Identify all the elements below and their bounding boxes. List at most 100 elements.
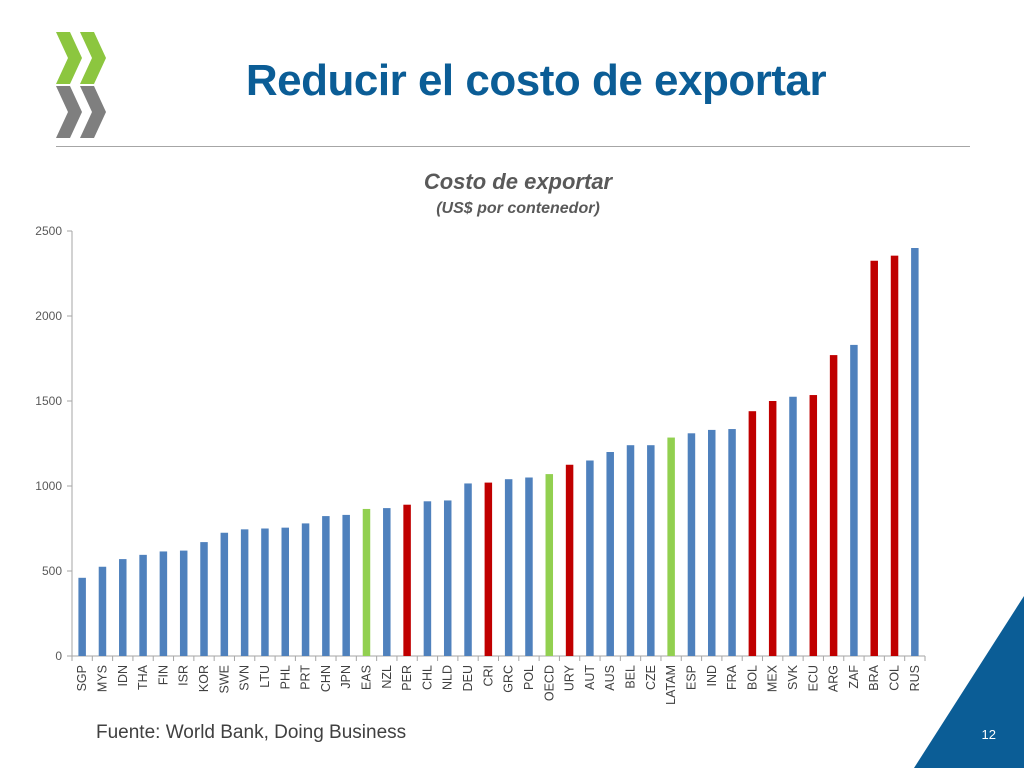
slide-title: Reducir el costo de exportar (245, 56, 827, 105)
x-tick-label: AUT (583, 665, 597, 690)
bar-bel (626, 445, 635, 656)
x-tick-label: BRA (867, 664, 881, 690)
logo-green-chevron-right (80, 32, 106, 84)
x-tick-label: MEX (766, 664, 780, 692)
bar-bol (748, 411, 757, 656)
bar-nld (443, 500, 452, 656)
bar-zaf (850, 344, 858, 656)
bar-ecu (809, 395, 818, 656)
bar-kor (200, 542, 208, 656)
x-tick-label: ESP (684, 665, 698, 690)
x-tick-label: BEL (624, 665, 638, 689)
y-tick-label: 2500 (35, 224, 62, 238)
x-tick-label: ISR (177, 665, 191, 686)
bar-tha (139, 554, 147, 656)
x-tick-label: CHN (319, 665, 333, 692)
x-tick-label: RUS (908, 665, 922, 691)
bar-ind (708, 429, 716, 656)
x-tick-label: LATAM (664, 665, 678, 705)
title-divider (56, 146, 970, 147)
chart-title: Costo de exportar (424, 169, 614, 194)
bar-svn (240, 529, 249, 656)
x-tick-label: GRC (502, 665, 516, 693)
bar-rus (911, 248, 919, 656)
bar-idn (119, 559, 127, 656)
x-tick-label: AUS (603, 665, 617, 691)
x-tick-label: NZL (380, 665, 394, 689)
bar-aut (586, 460, 594, 656)
x-tick-label: PRT (299, 665, 313, 690)
x-tick-label: COL (888, 665, 902, 691)
y-tick-label: 2000 (35, 309, 62, 323)
x-tick-label: CHL (420, 665, 434, 690)
x-tick-label: PER (400, 665, 414, 691)
bar-mys (98, 566, 107, 656)
bar-chart: Costo de exportar (US$ por contenedor) 0… (35, 169, 926, 705)
bar-prt (301, 523, 310, 656)
y-tick-label: 1500 (35, 394, 62, 408)
bar-ltu (261, 528, 269, 656)
x-tick-label: MYS (95, 665, 109, 692)
y-tick-label: 1000 (35, 479, 62, 493)
y-tick-label: 0 (55, 649, 62, 663)
x-tick-label: ZAF (847, 665, 861, 689)
x-tick-label: URY (563, 664, 577, 691)
bar-esp (687, 433, 696, 656)
x-tick-label: SGP (75, 665, 89, 691)
x-tick-label: CRI (481, 665, 495, 687)
x-tick-label: DEU (461, 665, 475, 691)
x-tick-label: POL (522, 665, 536, 690)
bar-swe (220, 532, 229, 656)
bar-latam (667, 437, 675, 656)
x-tick-label: IDN (116, 665, 130, 687)
x-tick-label: FRA (725, 664, 739, 690)
chart-axes: 0 500 1000 1500 2000 2500 (35, 224, 926, 663)
page-number: 12 (981, 727, 996, 742)
source-note: Fuente: World Bank, Doing Business (96, 722, 407, 743)
corner-blue-triangle (914, 596, 1024, 768)
x-tick-label: NLD (441, 665, 455, 690)
logo-gray-chevron-left (56, 86, 82, 138)
bar-deu (464, 483, 472, 656)
x-tick-label: ARG (827, 665, 841, 692)
bar-cri (484, 482, 493, 656)
bar-pol (525, 477, 533, 656)
x-tick-label: KOR (197, 665, 211, 692)
x-tick-label: EAS (359, 665, 373, 690)
bar-jpn (342, 514, 350, 656)
x-tick-label: JPN (339, 665, 353, 689)
bar-chl (423, 501, 432, 656)
x-tick-label: PHL (278, 665, 292, 689)
chart-subtitle: (US$ por contenedor) (436, 200, 600, 217)
x-tick-label: IND (705, 665, 719, 687)
bar-chn (322, 516, 330, 656)
chart-bars (78, 248, 919, 656)
bar-col (890, 255, 899, 656)
x-tick-label: THA (136, 664, 150, 690)
x-tick-label: LTU (258, 665, 272, 688)
bar-bra (870, 260, 878, 656)
bar-grc (504, 479, 513, 656)
x-tick-label: BOL (745, 665, 759, 690)
bar-fra (728, 429, 736, 656)
logo-green-chevron-left (56, 32, 82, 84)
x-tick-label: CZE (644, 665, 658, 690)
bar-svk (789, 396, 797, 656)
x-tick-label: SWE (217, 665, 231, 693)
x-tick-label: SVN (238, 665, 252, 691)
y-tick-label: 500 (42, 564, 62, 578)
bar-fin (159, 551, 168, 656)
bar-phl (281, 527, 289, 656)
bar-ury (565, 464, 574, 656)
bar-sgp (78, 577, 86, 656)
bar-oecd (545, 474, 554, 656)
bar-mex (768, 401, 777, 656)
x-tick-label: SVK (786, 664, 800, 690)
x-tick-label: FIN (156, 665, 170, 685)
bar-arg (829, 355, 838, 656)
bar-nzl (383, 508, 391, 656)
bar-aus (606, 452, 614, 656)
chart-category-labels: SGP MYS IDN THA FIN ISR KOR SWE SVN LTU PHL PRT CHN J… (75, 664, 922, 704)
bar-isr (179, 550, 188, 656)
x-tick-label: ECU (806, 665, 820, 691)
